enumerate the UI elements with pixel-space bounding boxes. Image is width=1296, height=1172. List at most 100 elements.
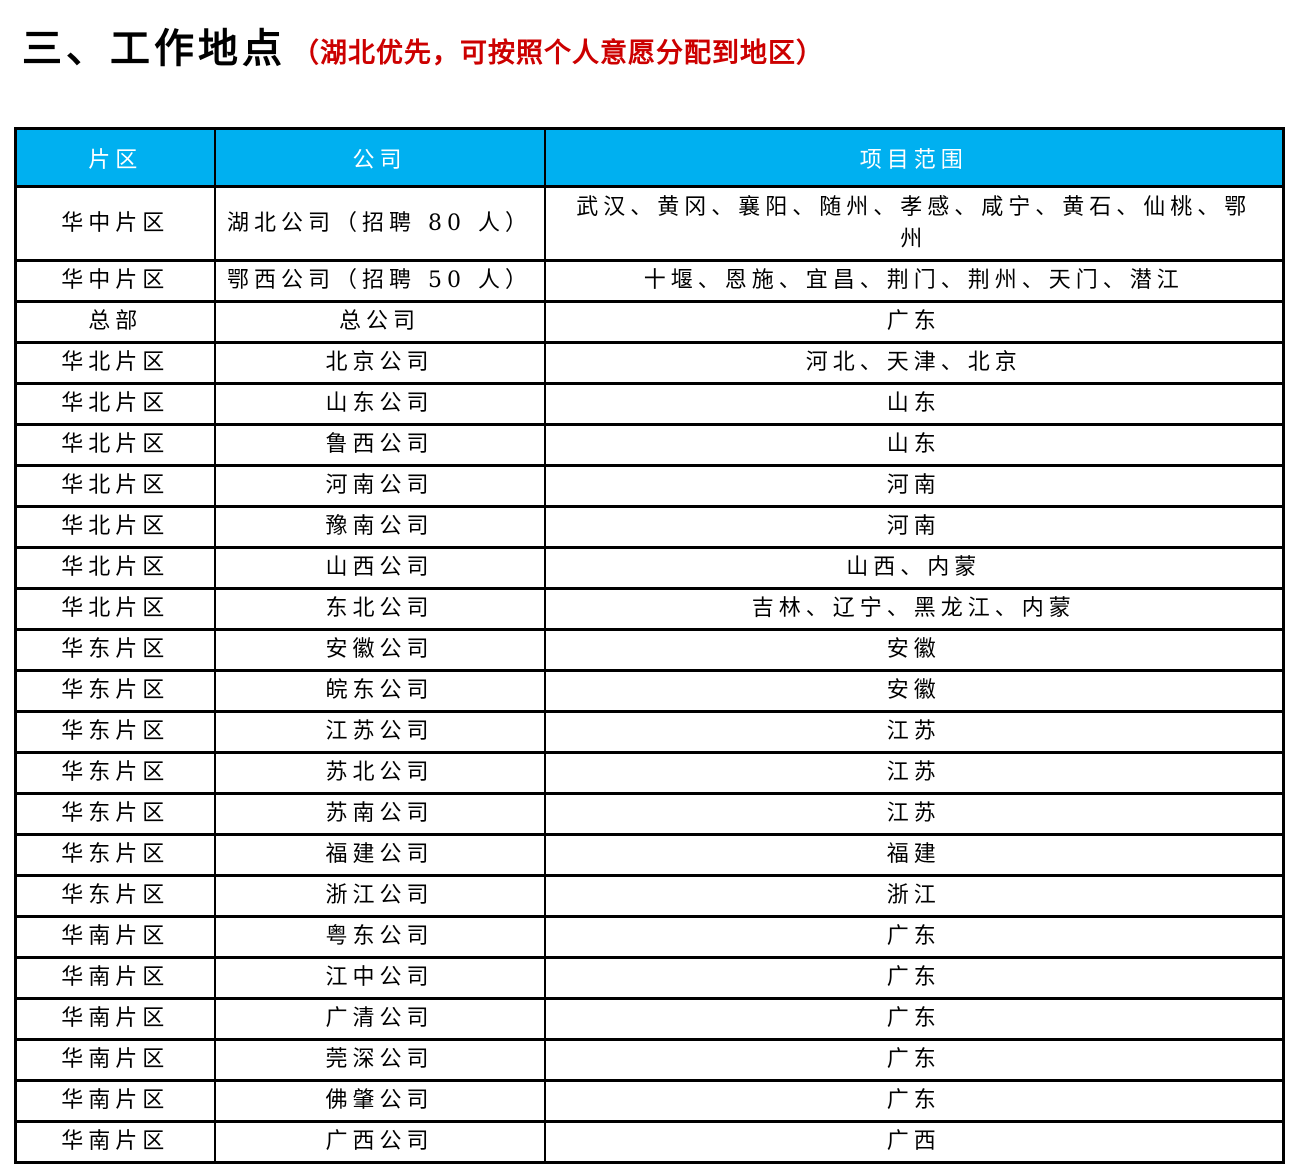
cell-scope: 山西、内蒙 [543, 546, 1285, 590]
column-header-company: 公司 [213, 127, 546, 188]
cell-company: 豫南公司 [213, 505, 546, 549]
cell-region: 华东片区 [14, 833, 216, 877]
cell-scope: 山东 [543, 382, 1285, 426]
cell-region: 华东片区 [14, 669, 216, 713]
cell-company: 鲁西公司 [213, 423, 546, 467]
cell-company: 苏北公司 [213, 751, 546, 795]
table-row: 华北片区 鲁西公司 山东 [14, 423, 1285, 467]
cell-scope: 河南 [543, 464, 1285, 508]
cell-company: 北京公司 [213, 341, 546, 385]
cell-scope: 河南 [543, 505, 1285, 549]
cell-company: 东北公司 [213, 587, 546, 631]
cell-region: 华北片区 [14, 382, 216, 426]
cell-region: 华北片区 [14, 505, 216, 549]
table-row: 华东片区 苏北公司 江苏 [14, 751, 1285, 795]
cell-scope: 十堰、恩施、宜昌、荆门、荆州、天门、潜江 [543, 259, 1285, 303]
cell-company: 皖东公司 [213, 669, 546, 713]
table-row: 华东片区 江苏公司 江苏 [14, 710, 1285, 754]
cell-scope: 广东 [543, 956, 1285, 1000]
header-row: 片区 公司 项目范围 [14, 127, 1285, 188]
cell-scope: 浙江 [543, 874, 1285, 918]
cell-region: 华南片区 [14, 956, 216, 1000]
cell-region: 华东片区 [14, 874, 216, 918]
cell-company: 广西公司 [213, 1120, 546, 1164]
cell-company: 河南公司 [213, 464, 546, 508]
cell-scope: 山东 [543, 423, 1285, 467]
table-row: 华东片区 安徽公司 安徽 [14, 628, 1285, 672]
table-row: 华中片区 鄂西公司（招聘 50 人） 十堰、恩施、宜昌、荆门、荆州、天门、潜江 [14, 259, 1285, 303]
cell-region: 华中片区 [14, 185, 216, 262]
section-title-text: 三、工作地点 [22, 25, 286, 72]
cell-region: 华北片区 [14, 587, 216, 631]
table-row: 华北片区 山西公司 山西、内蒙 [14, 546, 1285, 590]
table-row: 华东片区 福建公司 福建 [14, 833, 1285, 877]
cell-region: 华中片区 [14, 259, 216, 303]
cell-company: 安徽公司 [213, 628, 546, 672]
cell-company: 江苏公司 [213, 710, 546, 754]
table-header: 片区 公司 项目范围 [14, 127, 1285, 188]
cell-company: 莞深公司 [213, 1038, 546, 1082]
table-row: 华东片区 皖东公司 安徽 [14, 669, 1285, 713]
cell-region: 华南片区 [14, 915, 216, 959]
cell-region: 华北片区 [14, 341, 216, 385]
cell-scope: 广东 [543, 300, 1285, 344]
cell-scope: 广东 [543, 915, 1285, 959]
cell-company: 鄂西公司（招聘 50 人） [213, 259, 546, 303]
section-title: 三、工作地点 （湖北优先，可按照个人意愿分配到地区） [22, 16, 1296, 74]
cell-region: 华南片区 [14, 1079, 216, 1123]
table-row: 华南片区 莞深公司 广东 [14, 1038, 1285, 1082]
cell-region: 华北片区 [14, 423, 216, 467]
column-header-scope: 项目范围 [543, 127, 1285, 188]
cell-region: 华东片区 [14, 628, 216, 672]
cell-company: 佛肇公司 [213, 1079, 546, 1123]
table-row: 华北片区 东北公司 吉林、辽宁、黑龙江、内蒙 [14, 587, 1285, 631]
cell-scope: 福建 [543, 833, 1285, 877]
cell-region: 华南片区 [14, 1120, 216, 1164]
cell-scope: 江苏 [543, 792, 1285, 836]
cell-region: 华南片区 [14, 1038, 216, 1082]
cell-company: 总公司 [213, 300, 546, 344]
cell-region: 总部 [14, 300, 216, 344]
cell-company: 山西公司 [213, 546, 546, 590]
table-row: 华南片区 广西公司 广西 [14, 1120, 1285, 1164]
cell-region: 华南片区 [14, 997, 216, 1041]
cell-region: 华北片区 [14, 464, 216, 508]
cell-region: 华东片区 [14, 751, 216, 795]
table-row: 华南片区 广清公司 广东 [14, 997, 1285, 1041]
table-row: 华北片区 豫南公司 河南 [14, 505, 1285, 549]
table-row: 华东片区 苏南公司 江苏 [14, 792, 1285, 836]
column-header-region: 片区 [14, 127, 216, 188]
cell-scope: 广东 [543, 1079, 1285, 1123]
table-row: 华中片区 湖北公司（招聘 80 人） 武汉、黄冈、襄阳、随州、孝感、咸宁、黄石、仙桃… [14, 185, 1285, 262]
cell-company: 粤东公司 [213, 915, 546, 959]
cell-scope: 广东 [543, 997, 1285, 1041]
cell-scope: 江苏 [543, 710, 1285, 754]
cell-company: 山东公司 [213, 382, 546, 426]
section-title-note: （湖北优先，可按照个人意愿分配到地区） [292, 38, 824, 69]
table-row: 总部 总公司 广东 [14, 300, 1285, 344]
cell-company: 湖北公司（招聘 80 人） [213, 185, 546, 262]
cell-company: 浙江公司 [213, 874, 546, 918]
work-location-table: 片区 公司 项目范围 华中片区 湖北公司（招聘 80 人） 武汉、黄冈、襄阳、随州、… [14, 127, 1285, 1164]
cell-scope: 安徽 [543, 628, 1285, 672]
table-body: 华中片区 湖北公司（招聘 80 人） 武汉、黄冈、襄阳、随州、孝感、咸宁、黄石、仙桃… [14, 185, 1285, 1164]
table-row: 华东片区 浙江公司 浙江 [14, 874, 1285, 918]
cell-scope: 安徽 [543, 669, 1285, 713]
cell-region: 华东片区 [14, 792, 216, 836]
cell-company: 福建公司 [213, 833, 546, 877]
cell-scope: 江苏 [543, 751, 1285, 795]
cell-region: 华东片区 [14, 710, 216, 754]
cell-company: 江中公司 [213, 956, 546, 1000]
cell-region: 华北片区 [14, 546, 216, 590]
cell-company: 广清公司 [213, 997, 546, 1041]
cell-scope: 吉林、辽宁、黑龙江、内蒙 [543, 587, 1285, 631]
cell-scope: 武汉、黄冈、襄阳、随州、孝感、咸宁、黄石、仙桃、鄂州 [543, 185, 1285, 262]
cell-scope: 广东 [543, 1038, 1285, 1082]
table-row: 华北片区 北京公司 河北、天津、北京 [14, 341, 1285, 385]
table-row: 华北片区 山东公司 山东 [14, 382, 1285, 426]
cell-company: 苏南公司 [213, 792, 546, 836]
table-row: 华南片区 佛肇公司 广东 [14, 1079, 1285, 1123]
table-row: 华北片区 河南公司 河南 [14, 464, 1285, 508]
cell-scope: 广西 [543, 1120, 1285, 1164]
table-row: 华南片区 江中公司 广东 [14, 956, 1285, 1000]
